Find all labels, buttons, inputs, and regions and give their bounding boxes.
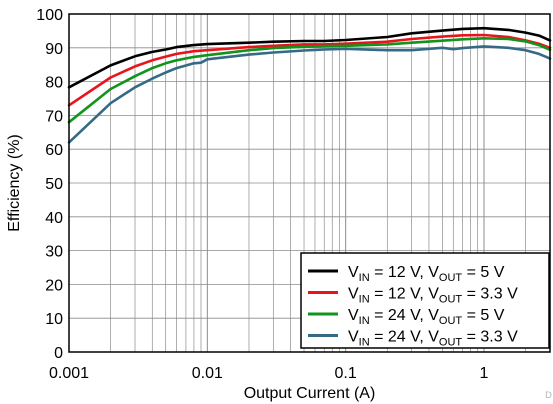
legend-entry: VIN = 12 V, VOUT = 5 V xyxy=(348,264,505,284)
x-tick-label: 1 xyxy=(480,365,489,382)
x-axis-ticks: 0.001 0.01 0.1 1 xyxy=(49,365,489,382)
y-tick-label: 10 xyxy=(45,311,63,328)
legend-entry: VIN = 24 V, VOUT = 5 V xyxy=(348,307,505,327)
series-line-1 xyxy=(67,26,552,89)
legend-entry: VIN = 24 V, VOUT = 3.3 V xyxy=(348,329,518,349)
x-tick-label: 0.001 xyxy=(49,365,89,382)
y-tick-label: 50 xyxy=(45,176,63,193)
y-tick-label: 70 xyxy=(45,108,63,125)
legend-entry: VIN = 12 V, VOUT = 3.3 V xyxy=(348,286,518,306)
y-tick-label: 100 xyxy=(36,7,63,24)
x-axis-title: Output Current (A) xyxy=(244,385,376,402)
x-tick-label: 0.1 xyxy=(335,365,357,382)
corner-mark: D xyxy=(545,391,552,401)
series-line-3 xyxy=(67,37,552,124)
y-tick-label: 90 xyxy=(45,41,63,58)
legend-box xyxy=(300,252,550,349)
series-line-2 xyxy=(67,33,552,107)
y-tick-label: 40 xyxy=(45,210,63,227)
y-axis-ticks: 0 10 20 30 40 50 60 70 80 90 100 xyxy=(36,7,63,362)
y-tick-label: 80 xyxy=(45,75,63,92)
y-tick-label: 20 xyxy=(45,277,63,294)
x-tick-label: 0.01 xyxy=(192,365,223,382)
y-tick-label: 30 xyxy=(45,244,63,261)
y-tick-label: 60 xyxy=(45,142,63,159)
series-lines xyxy=(67,26,552,144)
series-line-4 xyxy=(67,45,552,144)
y-tick-label: 0 xyxy=(54,345,63,362)
y-axis-title: Efficiency (%) xyxy=(6,134,23,232)
plot-frame xyxy=(68,13,551,353)
